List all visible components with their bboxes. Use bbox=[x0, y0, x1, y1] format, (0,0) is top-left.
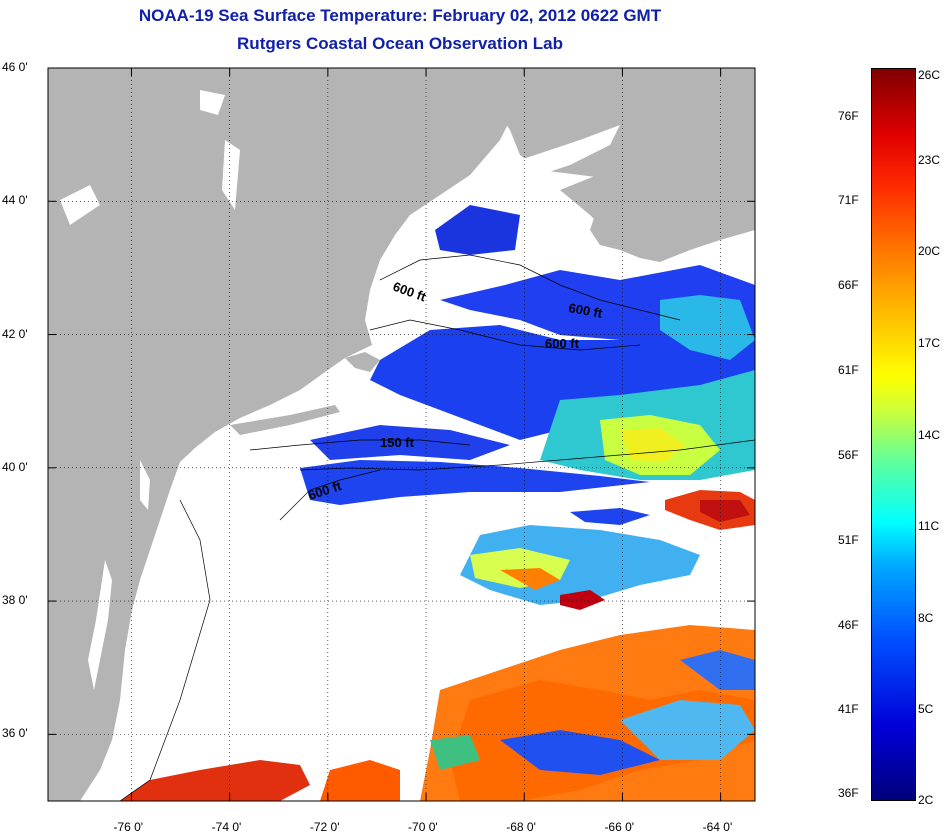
colorbar-fahrenheit-label: 66F bbox=[838, 278, 859, 293]
bathymetry-contours bbox=[119, 254, 755, 801]
colorbar-fahrenheit-label: 56F bbox=[838, 447, 859, 462]
latitude-tick-label: 38 0' bbox=[2, 593, 28, 608]
colorbar-celsius-label: 17C bbox=[918, 335, 941, 350]
colorbar-fahrenheit-label: 61F bbox=[838, 363, 859, 378]
colorbar-fahrenheit-label: 71F bbox=[838, 193, 859, 208]
colorbar-celsius-label: 14C bbox=[918, 427, 941, 442]
colorbar-celsius-label: 8C bbox=[918, 610, 934, 625]
map-title: NOAA-19 Sea Surface Temperature: Februar… bbox=[138, 6, 662, 25]
colorbar-celsius-label: 23C bbox=[918, 152, 941, 167]
colorbar-fahrenheit-label: 46F bbox=[838, 617, 859, 632]
map-frame bbox=[47, 67, 756, 802]
sst-patches bbox=[120, 205, 755, 801]
colorbar-celsius-label: 2C bbox=[918, 793, 934, 807]
frame-ticks bbox=[48, 67, 755, 801]
colorbar-fahrenheit-label: 41F bbox=[838, 702, 859, 717]
colorbar-celsius-label: 20C bbox=[918, 244, 941, 259]
longitude-tick-label: -68 0' bbox=[506, 820, 536, 834]
colorbar-fahrenheit-label: 36F bbox=[838, 786, 859, 800]
longitude-tick-label: -74 0' bbox=[211, 820, 242, 834]
latitude-tick-label: 40 0' bbox=[2, 459, 28, 474]
longitude-tick-label: -64 0' bbox=[702, 820, 733, 834]
latitude-tick-label: 44 0' bbox=[2, 193, 28, 208]
longitude-tick-label: -72 0' bbox=[309, 820, 340, 834]
temperature-colorbar bbox=[871, 68, 916, 801]
longitude-tick-label: -70 0' bbox=[408, 820, 438, 834]
latitude-tick-label: 46 0' bbox=[2, 60, 28, 74]
contour-label: 600 ft bbox=[567, 300, 604, 321]
latitude-tick-label: 42 0' bbox=[2, 326, 28, 341]
colorbar-fahrenheit-label: 51F bbox=[838, 532, 859, 547]
contour-label: 600 ft bbox=[545, 336, 580, 351]
latitude-tick-label: 36 0' bbox=[2, 726, 28, 741]
land bbox=[48, 68, 755, 801]
colorbar-fahrenheit-label: 76F bbox=[838, 108, 859, 123]
longitude-tick-label: -76 0' bbox=[113, 820, 144, 834]
map-subtitle: Rutgers Coastal Ocean Observation Lab bbox=[237, 34, 563, 53]
colorbar-celsius-label: 5C bbox=[918, 702, 934, 717]
contour-label: 150 ft bbox=[380, 435, 415, 450]
colorbar-celsius-label: 11C bbox=[918, 519, 940, 534]
colorbar-celsius-label: 26C bbox=[918, 68, 941, 82]
longitude-tick-label: -66 0' bbox=[604, 820, 635, 834]
